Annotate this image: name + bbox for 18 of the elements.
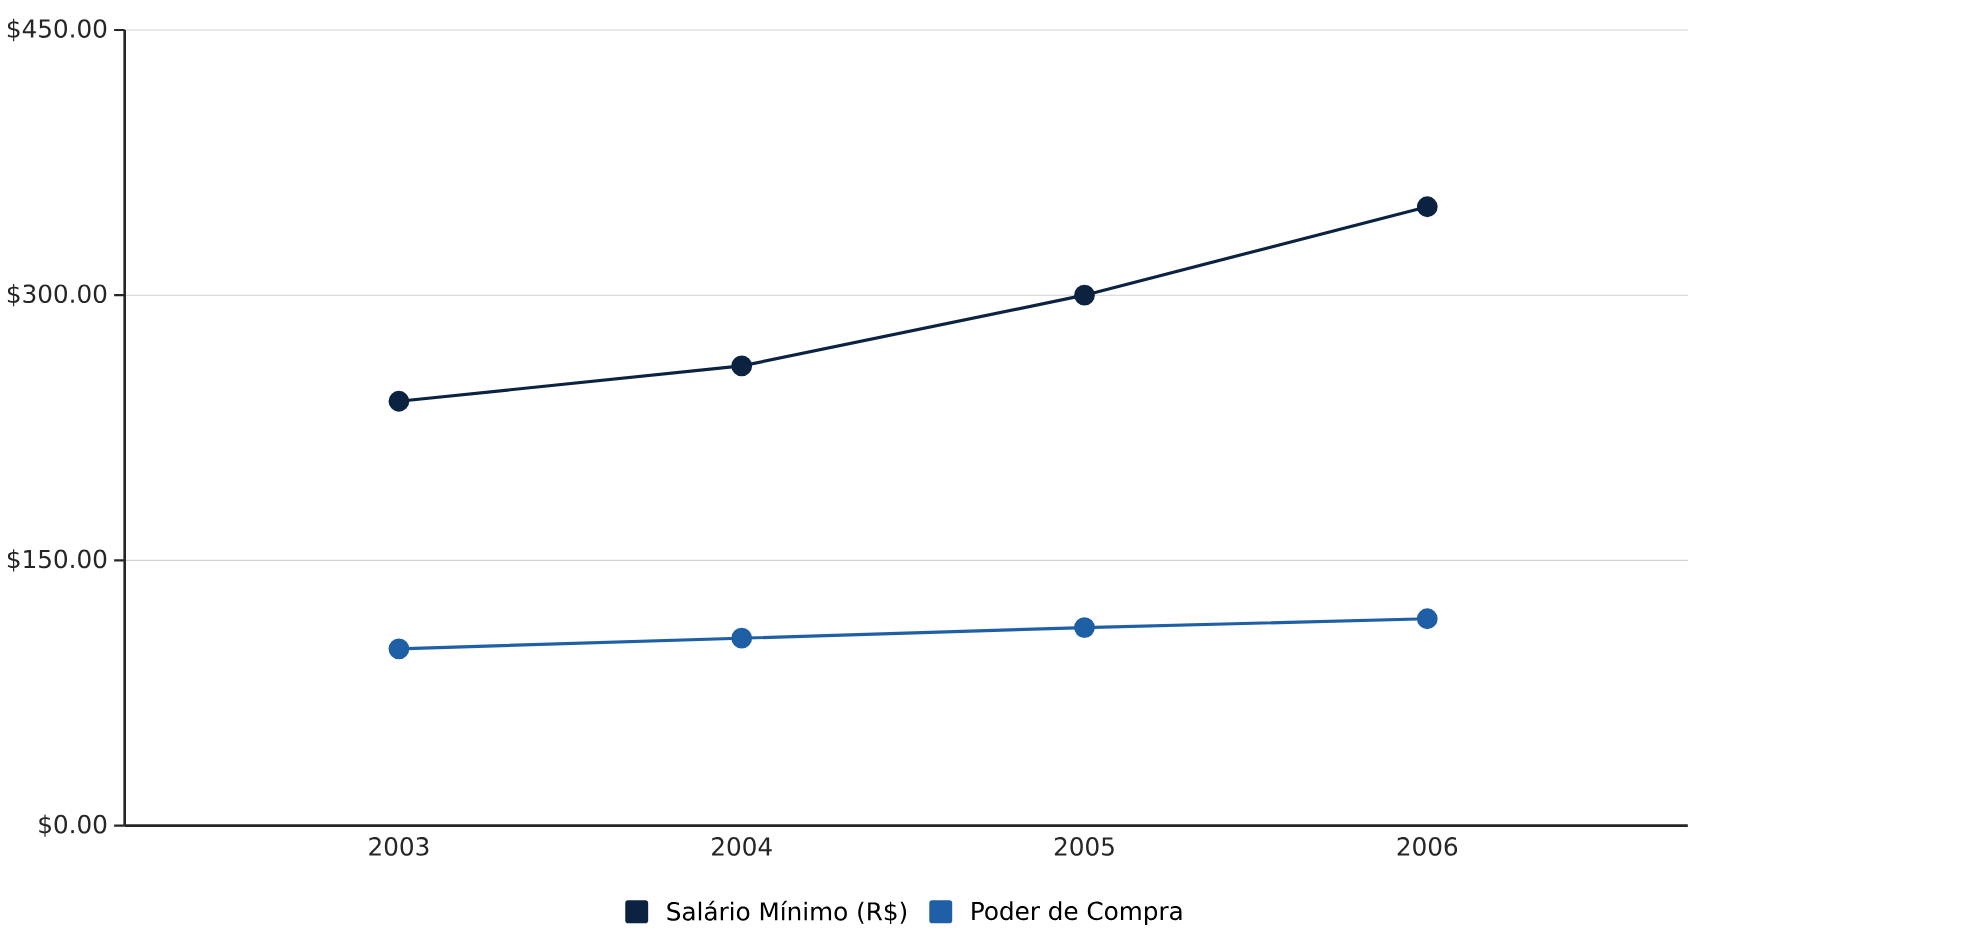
- point: [1074, 617, 1095, 638]
- point: [1074, 284, 1095, 306]
- point: [388, 638, 410, 660]
- x-tick-label: 2006: [1397, 837, 1458, 856]
- legend-label: Poder de Compra: [972, 901, 1182, 925]
- y-tick-label: $450.00: [7, 18, 107, 42]
- y-tick-label: $300.00: [7, 283, 107, 307]
- y-tick-label: $150.00: [7, 549, 107, 572]
- y-tick-label: $0.00: [39, 814, 107, 837]
- point: [731, 355, 753, 377]
- point: [1416, 196, 1438, 218]
- legend-label: Salário Mínimo (R$): [667, 900, 907, 924]
- point: [1416, 608, 1438, 630]
- x-tick-label: 2003: [369, 837, 429, 856]
- x-tick-label: 2004: [712, 837, 772, 856]
- x-tick-label: 2005: [1054, 837, 1114, 856]
- point: [731, 627, 753, 649]
- point: [388, 390, 410, 412]
